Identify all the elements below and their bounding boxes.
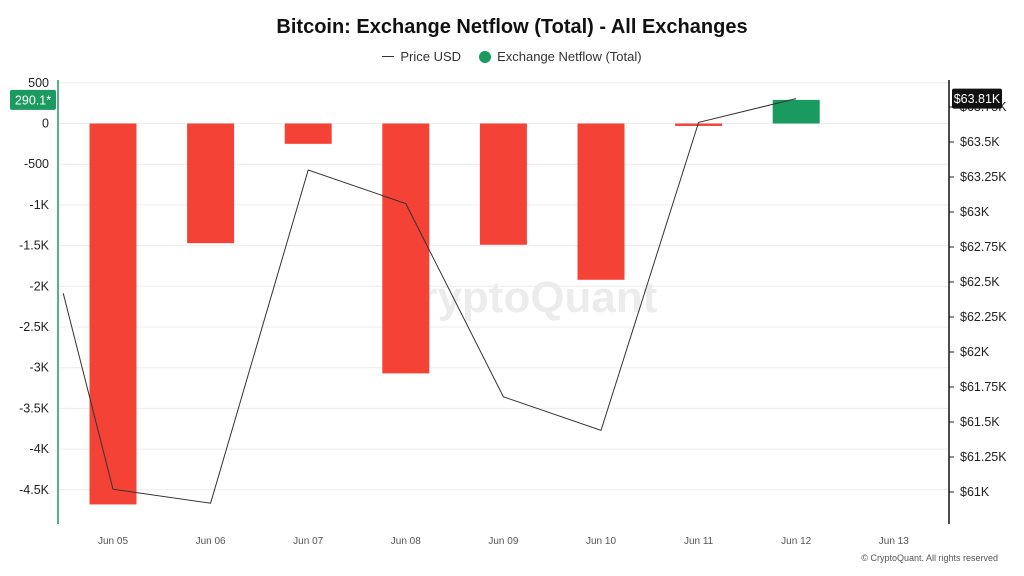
left-tick-label: -4K xyxy=(30,442,50,456)
left-tick-label: -500 xyxy=(24,157,49,171)
current-price-badge xyxy=(952,88,1002,109)
price-line-swatch xyxy=(382,56,395,57)
right-tick-label: $61.75K xyxy=(960,380,1007,394)
x-tick-label: Jun 05 xyxy=(98,536,128,547)
x-tick-label: Jun 11 xyxy=(684,536,714,547)
netflow-bar xyxy=(772,99,820,124)
chart-legend: Price USD Exchange Netflow (Total) xyxy=(0,49,1024,64)
netflow-bar xyxy=(284,123,332,144)
right-tick-label: $61K xyxy=(960,485,990,499)
x-tick-label: Jun 09 xyxy=(488,536,518,547)
right-tick-label: $61.25K xyxy=(960,450,1007,464)
right-tick-label: $62K xyxy=(960,345,990,359)
right-tick-label: $63.25K xyxy=(960,170,1007,184)
x-tick-label: Jun 12 xyxy=(781,536,811,547)
netflow-bar xyxy=(479,123,527,245)
netflow-bar xyxy=(89,123,137,505)
price-line xyxy=(62,98,797,504)
copyright-text: © CryptoQuant. All rights reserved xyxy=(861,553,998,563)
left-tick-label: 500 xyxy=(28,76,49,90)
legend-label-netflow: Exchange Netflow (Total) xyxy=(497,49,642,64)
current-netflow-badge xyxy=(10,89,56,110)
price-line-path xyxy=(62,98,797,504)
left-tick-label: -2.5K xyxy=(19,320,50,334)
legend-label-price: Price USD xyxy=(400,49,462,64)
x-tick-label: Jun 10 xyxy=(586,536,616,547)
left-tick-label: -1.5K xyxy=(19,239,50,253)
x-tick-label: Jun 07 xyxy=(293,536,323,547)
left-tick-label: -3.5K xyxy=(19,401,50,415)
right-tick-label: $63K xyxy=(960,205,990,219)
left-axis: 500 0 -500 -1K -1.5K -2K -2.5K -3K -3.5K -4K -4.5K xyxy=(19,76,59,524)
netflow-bars xyxy=(89,99,820,505)
x-tick-label: Jun 06 xyxy=(196,536,226,547)
left-tick-label: -4.5K xyxy=(19,483,50,497)
x-tick-label: Jun 08 xyxy=(391,536,421,547)
current-price-badge-text: $63.81K xyxy=(954,92,1001,106)
watermark: CryptoQuant xyxy=(389,273,658,322)
x-axis: Jun 05 Jun 06 Jun 07 Jun 08 Jun 09 Jun 10 Jun … xyxy=(98,536,909,547)
netflow-dot-swatch xyxy=(479,50,492,63)
right-tick-label: $63.5K xyxy=(960,135,1000,149)
right-tick-label: $62.25K xyxy=(960,310,1007,324)
netflow-bar xyxy=(187,123,235,244)
right-tick-label: $62.5K xyxy=(960,275,1000,289)
value-badges: 290.1* $63.81K xyxy=(10,88,1002,110)
left-tick-label: 0 xyxy=(42,117,49,131)
netflow-bar xyxy=(577,123,625,280)
netflow-bar xyxy=(382,123,430,374)
legend-item-netflow[interactable]: Exchange Netflow (Total) xyxy=(479,49,642,64)
right-axis: $63.75K$63.5K$63.25K$63K$62.75K$62.5K$62… xyxy=(948,80,1007,524)
left-tick-label: -3K xyxy=(30,361,50,375)
chart-title: Bitcoin: Exchange Netflow (Total) - All … xyxy=(276,16,748,38)
left-tick-label: -1K xyxy=(30,198,50,212)
legend-item-price[interactable]: Price USD xyxy=(382,49,461,64)
left-tick-label: -2K xyxy=(30,279,50,293)
netflow-bar xyxy=(675,123,723,126)
current-netflow-badge-text: 290.1* xyxy=(15,93,51,107)
right-tick-label: $61.5K xyxy=(960,415,1000,429)
x-tick-label: Jun 13 xyxy=(879,536,909,547)
right-tick-label: $62.75K xyxy=(960,240,1007,254)
